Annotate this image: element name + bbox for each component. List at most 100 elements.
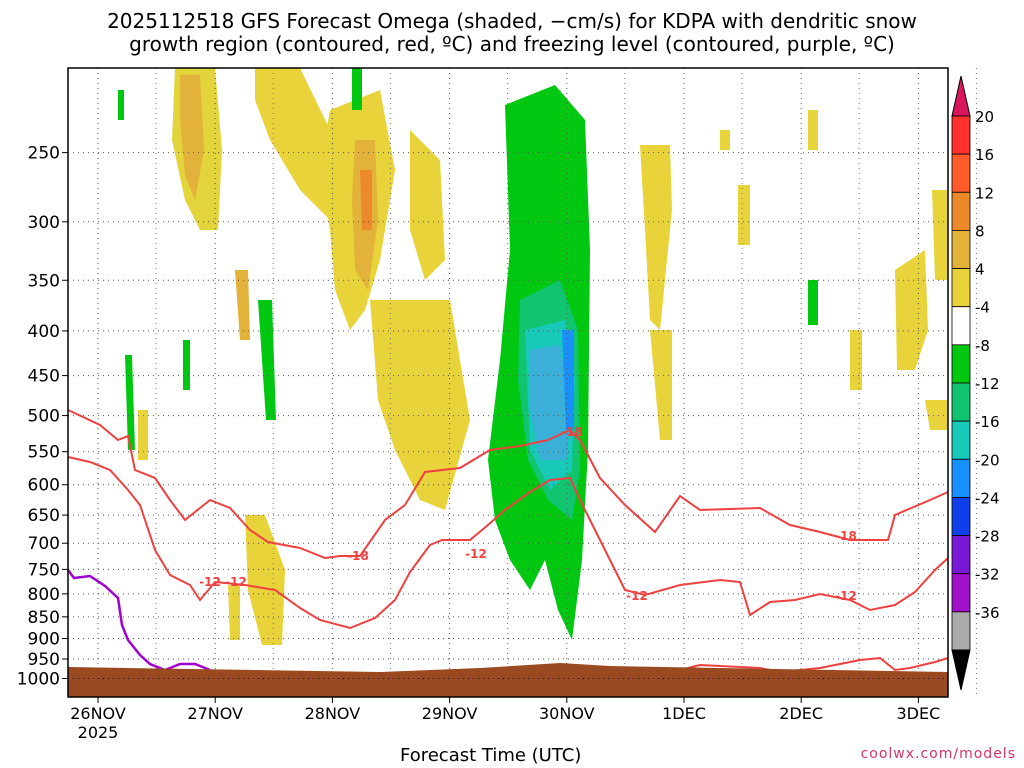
colorbar-segment bbox=[951, 306, 971, 346]
y-tick-label: 350 bbox=[28, 271, 60, 291]
omega-region bbox=[850, 330, 862, 390]
axes: 2503003504004505005506006507007508008509… bbox=[17, 67, 949, 742]
x-axis-label: Forecast Time (UTC) bbox=[400, 745, 582, 766]
colorbar-bottom-triangle bbox=[951, 649, 971, 691]
colorbar-segment bbox=[951, 420, 971, 460]
omega-region bbox=[410, 130, 445, 280]
contour-line-minus12 bbox=[67, 456, 949, 630]
omega-region bbox=[180, 75, 204, 200]
omega-region bbox=[562, 330, 574, 430]
colorbar-segment bbox=[951, 535, 971, 575]
colorbar-label: 12 bbox=[975, 184, 994, 202]
y-tick-label: 1000 bbox=[17, 669, 60, 689]
colorbar-segment bbox=[951, 497, 971, 536]
colorbar-label: -12 bbox=[975, 375, 1000, 393]
omega-region bbox=[720, 130, 730, 150]
omega-region bbox=[138, 410, 148, 460]
omega-shading bbox=[118, 68, 948, 645]
colorbar-label: 16 bbox=[975, 146, 994, 164]
y-tick-label: 650 bbox=[28, 506, 60, 526]
contour-lines: -18 -18 -18 -12 -12 -12 -12 -12 bbox=[67, 409, 949, 674]
omega-region bbox=[118, 90, 124, 120]
colorbar-segment bbox=[951, 115, 971, 155]
omega-region bbox=[360, 170, 372, 230]
x-tick-label: 27NOV bbox=[187, 704, 243, 723]
omega-region bbox=[352, 68, 362, 110]
colorbar-label: -16 bbox=[975, 413, 1000, 431]
chart-title-line-2: growth region (contoured, red, ºC) and f… bbox=[129, 32, 895, 56]
omega-region bbox=[808, 110, 818, 150]
colorbar-segment bbox=[951, 191, 971, 231]
contour-label: -12 bbox=[626, 589, 648, 603]
contour-line-near-surface bbox=[679, 656, 949, 674]
colorbar-segment bbox=[951, 268, 971, 308]
omega-region bbox=[183, 340, 190, 390]
colorbar-label: 8 bbox=[975, 222, 985, 240]
x-tick-label: 30NOV bbox=[539, 704, 595, 723]
colorbar-label: -36 bbox=[975, 604, 1000, 622]
colorbar-label: -20 bbox=[975, 451, 1000, 469]
y-tick-label: 900 bbox=[28, 630, 60, 650]
colorbar-segment bbox=[951, 153, 971, 193]
omega-region bbox=[932, 190, 948, 280]
omega-region bbox=[808, 280, 818, 325]
x-tick-label: 3DEC bbox=[897, 704, 941, 723]
colorbar-segment bbox=[951, 230, 971, 269]
surface-ground bbox=[68, 663, 948, 697]
contour-label: -12 bbox=[199, 575, 221, 589]
omega-region bbox=[640, 145, 672, 330]
contour-label: -12 bbox=[835, 589, 857, 603]
colorbar-label: -8 bbox=[975, 337, 990, 355]
omega-region bbox=[650, 330, 672, 440]
colorbar: 20 16 12 8 4 -4 -8 -12 -16 -20 -24 -28 -32 -36 bbox=[951, 75, 1000, 691]
credit-text: coolwx.com/models bbox=[860, 746, 1016, 762]
x-tick-label: 29NOV bbox=[422, 704, 478, 723]
plot-frame bbox=[67, 67, 949, 698]
omega-region bbox=[235, 270, 250, 340]
y-tick-label: 750 bbox=[28, 560, 60, 580]
contour-label: -12 bbox=[225, 575, 247, 589]
chart-title-line-1: 2025112518 GFS Forecast Omega (shaded, −… bbox=[107, 9, 917, 33]
colorbar-segment bbox=[951, 344, 971, 384]
freezing-level-line bbox=[67, 569, 211, 672]
y-tick-label: 850 bbox=[28, 608, 60, 628]
omega-region bbox=[245, 515, 285, 645]
x-tick-label: 1DEC bbox=[662, 704, 706, 723]
x-tick-label: 26NOV bbox=[70, 704, 126, 723]
y-tick-label: 600 bbox=[28, 476, 60, 496]
colorbar-segment bbox=[951, 611, 971, 651]
x-tick-label: 2DEC bbox=[779, 704, 823, 723]
colorbar-label: -4 bbox=[975, 299, 990, 317]
colorbar-segment bbox=[951, 458, 971, 498]
y-tick-label: 550 bbox=[28, 443, 60, 463]
grid-lines bbox=[68, 68, 977, 697]
y-tick-label: 300 bbox=[28, 213, 60, 233]
colorbar-segment bbox=[951, 573, 971, 613]
omega-region bbox=[258, 300, 276, 420]
contour-label: -18 bbox=[347, 549, 369, 563]
y-tick-label: 250 bbox=[28, 144, 60, 164]
colorbar-label: 4 bbox=[975, 261, 985, 279]
omega-region bbox=[530, 345, 572, 460]
y-tick-label: 800 bbox=[28, 585, 60, 605]
x-tick-label: 28NOV bbox=[305, 704, 361, 723]
omega-region bbox=[738, 185, 750, 245]
y-tick-label: 500 bbox=[28, 407, 60, 427]
contour-label: -18 bbox=[835, 529, 857, 543]
colorbar-top-triangle bbox=[951, 75, 971, 117]
colorbar-segment bbox=[951, 382, 971, 422]
colorbar-label: 20 bbox=[975, 108, 994, 126]
y-tick-label: 700 bbox=[28, 534, 60, 554]
y-tick-label: 450 bbox=[28, 367, 60, 387]
x-year-label: 2025 bbox=[78, 723, 119, 742]
omega-region bbox=[370, 300, 470, 510]
contour-label: -12 bbox=[465, 547, 487, 561]
colorbar-label: -32 bbox=[975, 566, 1000, 584]
omega-region bbox=[228, 585, 240, 640]
contour-line-minus18 bbox=[67, 409, 949, 560]
contour-label: -18 bbox=[561, 425, 583, 439]
surface-ground-fill bbox=[68, 663, 948, 697]
colorbar-label: -24 bbox=[975, 489, 1000, 507]
omega-region bbox=[125, 355, 135, 450]
